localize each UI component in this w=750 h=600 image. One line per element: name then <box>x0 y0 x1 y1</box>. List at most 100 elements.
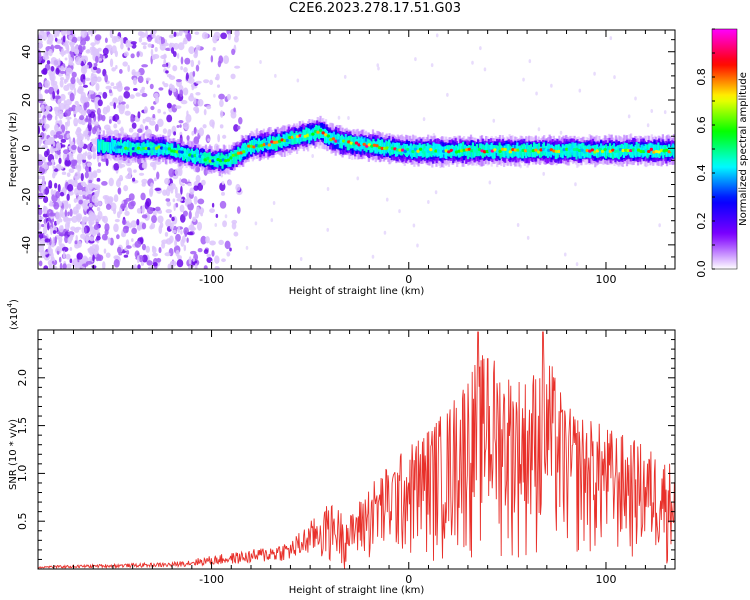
ridge-peak <box>665 148 669 152</box>
noise-speck <box>78 199 83 205</box>
noise-speck <box>65 42 69 50</box>
ridge-peak <box>139 147 143 152</box>
noise-speck <box>66 153 70 162</box>
ridge-peak <box>134 147 138 151</box>
ridge-peak <box>144 146 148 150</box>
noise-speck <box>47 245 52 255</box>
ridge-peak <box>470 149 474 153</box>
noise-speck <box>149 120 156 126</box>
ridge-peak <box>157 145 161 149</box>
noise-speck <box>326 227 330 232</box>
noise-speck <box>91 265 97 269</box>
noise-speck <box>216 84 221 88</box>
noise-speck <box>609 36 613 41</box>
ridge-peak <box>303 134 307 138</box>
noise-speck <box>193 126 197 134</box>
noise-speck <box>111 67 116 72</box>
noise-speck <box>81 226 85 234</box>
ridge-peak <box>229 156 233 160</box>
noise-speck <box>188 210 192 220</box>
noise-speck <box>41 69 47 75</box>
ridge-peak <box>129 147 133 151</box>
noise-speck <box>86 162 92 168</box>
ridge-peak <box>493 148 497 152</box>
ridge-peak <box>621 148 625 153</box>
noise-speck <box>528 59 532 64</box>
noise-speck <box>59 262 63 269</box>
noise-speck <box>181 235 186 243</box>
noise-speck <box>140 192 146 201</box>
noise-speck <box>84 77 91 82</box>
noise-speck <box>187 231 194 236</box>
noise-speck <box>197 198 205 205</box>
noise-speck <box>141 162 146 169</box>
noise-speck <box>115 179 121 188</box>
noise-speck <box>88 183 95 190</box>
noise-speck <box>64 159 72 167</box>
noise-speck <box>488 180 492 185</box>
noise-speck <box>186 110 189 117</box>
ridge-peak <box>352 142 356 146</box>
noise-speck <box>136 51 140 58</box>
noise-speck <box>222 134 227 139</box>
noise-speck <box>200 212 204 217</box>
ridge-peak <box>118 145 123 149</box>
ridge-peak <box>265 142 269 146</box>
ridge-peak <box>477 147 482 152</box>
noise-speck <box>197 247 203 253</box>
noise-speck <box>96 177 101 182</box>
noise-speck <box>59 79 64 88</box>
noise-speck <box>186 237 189 243</box>
ridge-peak <box>188 153 192 157</box>
ridge-peak <box>559 149 564 153</box>
ridge-peak <box>277 139 282 143</box>
noise-speck <box>188 95 195 102</box>
ridge-peak <box>234 153 238 157</box>
noise-speck <box>526 235 530 240</box>
ridge-peak <box>339 139 343 144</box>
ridge-peak <box>308 133 313 137</box>
noise-speck <box>174 186 178 196</box>
noise-speck <box>68 107 73 112</box>
noise-speck <box>60 138 67 143</box>
ridge-peak <box>393 147 397 151</box>
noise-speck <box>166 102 172 109</box>
noise-speck <box>195 64 200 72</box>
noise-speck <box>145 30 148 38</box>
noise-speck <box>212 47 216 51</box>
noise-speck <box>77 53 82 57</box>
noise-speck <box>56 131 63 135</box>
noise-speck <box>65 98 72 106</box>
ridge-peak <box>636 148 641 152</box>
noise-speck <box>123 91 131 99</box>
ridge-peak <box>618 147 623 152</box>
ridge-peak <box>441 149 446 153</box>
ridge-peak <box>629 148 633 153</box>
noise-speck <box>650 108 654 113</box>
ridge-peak <box>257 144 261 148</box>
noise-speck <box>188 256 192 265</box>
noise-speck <box>124 210 130 216</box>
noise-speck <box>119 128 124 132</box>
noise-speck <box>152 114 156 119</box>
noise-speck <box>116 234 120 240</box>
noise-speck <box>122 61 128 67</box>
noise-speck <box>184 30 189 35</box>
noise-speck <box>136 255 140 264</box>
noise-speck <box>125 39 131 48</box>
noise-speck <box>254 221 258 226</box>
noise-speck <box>203 265 208 269</box>
noise-speck <box>58 239 62 247</box>
ridge-peak <box>349 141 354 145</box>
noise-speck <box>190 59 195 68</box>
noise-speck <box>71 71 77 78</box>
noise-speck <box>66 193 70 201</box>
noise-speck <box>170 187 174 194</box>
noise-speck <box>221 180 225 185</box>
noise-speck <box>43 195 49 203</box>
ridge-peak <box>152 147 156 151</box>
ridge-peak <box>572 147 577 152</box>
noise-speck <box>176 124 180 129</box>
noise-speck <box>88 89 92 96</box>
noise-speck <box>163 111 167 115</box>
